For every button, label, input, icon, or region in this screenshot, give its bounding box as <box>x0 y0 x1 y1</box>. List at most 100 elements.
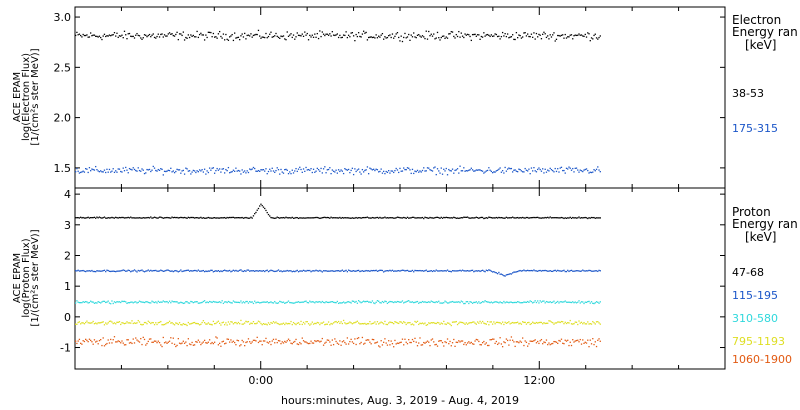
data-point-47-68 <box>150 216 152 218</box>
data-point-47-68 <box>413 216 415 219</box>
data-point-115-195 <box>362 270 365 272</box>
data-point-1060-1900 <box>510 336 513 338</box>
data-point-175-315 <box>178 169 181 171</box>
data-point-1060-1900 <box>354 338 356 340</box>
electron-ylabel-line-2: log(Electron Flux) <box>21 53 32 141</box>
data-point-175-315 <box>404 168 406 171</box>
data-point-47-68 <box>272 217 275 219</box>
data-point-310-580 <box>75 302 77 304</box>
data-point-175-315 <box>127 172 129 174</box>
data-point-310-580 <box>480 301 482 304</box>
data-point-795-1193 <box>151 321 153 324</box>
data-point-38-53 <box>142 37 144 39</box>
data-point-310-580 <box>167 302 169 304</box>
data-point-310-580 <box>141 301 143 303</box>
data-point-795-1193 <box>206 323 208 325</box>
data-point-38-53 <box>239 38 241 41</box>
data-point-38-53 <box>574 34 576 36</box>
data-point-115-195 <box>384 270 386 272</box>
data-point-38-53 <box>246 34 248 37</box>
data-point-47-68 <box>366 216 369 218</box>
data-point-47-68 <box>505 216 508 218</box>
data-point-795-1193 <box>158 321 161 324</box>
data-point-795-1193 <box>416 320 419 323</box>
data-point-175-315 <box>252 166 255 169</box>
data-point-795-1193 <box>240 319 242 322</box>
data-point-38-53 <box>532 36 534 39</box>
data-point-115-195 <box>434 270 436 272</box>
data-point-38-53 <box>570 34 573 36</box>
data-point-310-580 <box>593 302 595 305</box>
data-point-175-315 <box>96 168 98 171</box>
data-point-795-1193 <box>433 321 435 324</box>
data-point-310-580 <box>150 302 152 304</box>
data-point-795-1193 <box>529 323 531 326</box>
data-point-1060-1900 <box>135 337 137 339</box>
data-point-175-315 <box>220 171 222 173</box>
data-point-38-53 <box>355 33 357 36</box>
data-point-1060-1900 <box>339 340 341 342</box>
data-point-115-195 <box>142 270 144 272</box>
data-point-38-53 <box>418 33 420 36</box>
data-point-38-53 <box>480 35 482 38</box>
data-point-1060-1900 <box>421 344 424 346</box>
data-point-38-53 <box>277 36 280 39</box>
data-point-310-580 <box>394 301 396 303</box>
data-point-115-195 <box>186 269 188 271</box>
data-point-1060-1900 <box>374 342 376 344</box>
data-point-1060-1900 <box>340 344 342 346</box>
data-point-115-195 <box>117 270 119 272</box>
data-point-795-1193 <box>441 323 444 325</box>
data-point-1060-1900 <box>277 340 280 342</box>
data-point-795-1193 <box>510 322 513 324</box>
data-point-38-53 <box>177 38 179 41</box>
data-point-310-580 <box>428 301 430 303</box>
data-point-115-195 <box>116 270 118 272</box>
data-point-795-1193 <box>122 322 124 324</box>
data-point-310-580 <box>232 300 235 302</box>
data-point-115-195 <box>545 270 548 272</box>
data-point-795-1193 <box>400 321 402 323</box>
data-point-175-315 <box>525 169 528 171</box>
data-point-38-53 <box>78 33 81 35</box>
data-point-38-53 <box>450 31 452 33</box>
data-point-115-195 <box>485 269 487 271</box>
data-point-47-68 <box>351 217 354 219</box>
data-point-38-53 <box>116 32 118 34</box>
data-point-795-1193 <box>274 322 276 324</box>
data-point-38-53 <box>280 35 282 37</box>
data-point-795-1193 <box>563 323 565 325</box>
data-point-310-580 <box>178 302 181 304</box>
data-point-310-580 <box>475 301 477 303</box>
data-point-310-580 <box>207 301 210 304</box>
data-point-1060-1900 <box>389 344 391 346</box>
data-point-115-195 <box>133 269 136 271</box>
data-point-795-1193 <box>506 321 509 324</box>
data-point-47-68 <box>231 216 233 219</box>
data-point-795-1193 <box>125 322 127 324</box>
data-point-47-68 <box>117 217 119 219</box>
data-point-795-1193 <box>434 322 436 325</box>
data-point-795-1193 <box>309 324 311 326</box>
data-point-115-195 <box>226 270 228 272</box>
data-point-47-68 <box>255 211 257 214</box>
data-point-175-315 <box>431 170 434 172</box>
data-point-1060-1900 <box>396 342 399 344</box>
data-point-115-195 <box>285 270 287 272</box>
data-point-310-580 <box>408 300 410 302</box>
data-point-795-1193 <box>271 322 273 324</box>
data-point-38-53 <box>597 38 599 40</box>
data-point-47-68 <box>599 217 601 219</box>
data-point-175-315 <box>485 170 487 172</box>
data-point-38-53 <box>266 37 268 39</box>
data-point-38-53 <box>411 36 414 38</box>
data-point-47-68 <box>558 217 560 219</box>
data-point-795-1193 <box>411 323 414 325</box>
data-point-115-195 <box>185 269 187 272</box>
data-point-1060-1900 <box>590 343 593 345</box>
data-point-175-315 <box>470 167 472 169</box>
data-point-38-53 <box>362 30 365 32</box>
data-point-175-315 <box>271 167 273 169</box>
data-point-175-315 <box>449 169 451 172</box>
data-point-47-68 <box>401 217 404 219</box>
